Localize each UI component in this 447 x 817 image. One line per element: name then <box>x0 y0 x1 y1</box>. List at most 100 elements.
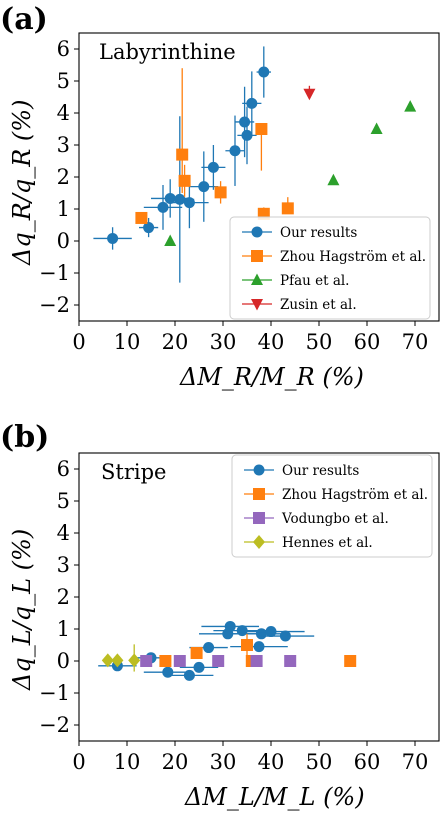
y-tick-label: 0 <box>57 649 70 673</box>
x-tick-label: 40 <box>258 750 285 774</box>
data-point <box>281 202 294 215</box>
data-point <box>173 655 186 667</box>
panel-a-annotation: Labyrinthine <box>99 40 236 64</box>
x-tick-label: 50 <box>306 330 333 354</box>
panel-b-legend: Our results Zhou Hagström et al. Vodungbo … <box>231 454 433 558</box>
data-point <box>101 653 114 668</box>
data-point <box>128 653 141 668</box>
legend-box <box>229 216 431 320</box>
panel-a-plot: 0 10 20 30 40 50 60 70 −2 −1 0 1 2 3 4 5 6 <box>39 32 440 354</box>
y-tick-label: 4 <box>57 521 70 545</box>
legend-box <box>231 454 433 558</box>
x-tick-label: 60 <box>354 750 381 774</box>
y-tick-label: 1 <box>57 197 70 221</box>
legend-label: Zhou Hagström et al. <box>282 487 428 503</box>
data-point <box>224 620 236 632</box>
panel-a-ylabel: Δq_R/q_R (%) <box>8 100 36 266</box>
data-point <box>164 192 176 204</box>
x-tick-label: 70 <box>402 750 429 774</box>
data-point <box>370 122 383 134</box>
data-point <box>239 116 251 128</box>
legend-marker <box>253 512 265 524</box>
data-point <box>107 232 119 244</box>
data-point <box>207 161 219 173</box>
y-tick-label: −1 <box>39 681 70 705</box>
data-point <box>229 145 241 157</box>
data-point <box>265 626 277 638</box>
data-point <box>279 630 291 642</box>
data-point <box>143 222 155 234</box>
data-point <box>246 97 258 109</box>
panel-a-legend: Our results Zhou Hagström et al. Pfau et a… <box>229 216 431 320</box>
x-tick-label: 70 <box>402 330 429 354</box>
data-point <box>404 100 417 112</box>
data-point <box>344 655 357 667</box>
legend-marker <box>253 488 265 500</box>
y-tick-label: −1 <box>39 261 70 285</box>
series-our-results <box>98 620 315 681</box>
legend-label: Our results <box>282 463 359 479</box>
data-point <box>241 129 253 141</box>
y-tick-label: 2 <box>57 585 70 609</box>
y-tick-label: 4 <box>57 101 70 125</box>
panel-b-label: (b) <box>0 420 49 455</box>
x-tick-label: 30 <box>210 750 237 774</box>
data-point <box>303 88 316 101</box>
data-point <box>250 655 263 667</box>
legend-marker <box>251 273 263 285</box>
y-tick-label: 1 <box>57 617 70 641</box>
data-point <box>140 655 153 667</box>
data-point <box>198 181 210 193</box>
x-tick-label: 50 <box>306 750 333 774</box>
y-tick-label: 2 <box>57 165 70 189</box>
series-zhou-hagstr-m-et-al- <box>135 68 294 224</box>
legend-marker <box>251 226 263 238</box>
series-hennes-et-al- <box>101 644 141 672</box>
data-point <box>255 628 267 640</box>
panel-b-annotation: Stripe <box>101 460 166 484</box>
data-point <box>176 148 189 161</box>
y-tick-label: 3 <box>57 553 70 577</box>
legend-label: Vodungbo et al. <box>281 511 389 527</box>
panel-b-ylabel: Δq_L/q_L (%) <box>8 529 36 691</box>
data-point <box>178 174 191 187</box>
data-point <box>253 641 265 653</box>
panel-a-xlabel-text: ΔM_R/M_R (%) <box>179 363 364 391</box>
data-point <box>327 173 340 186</box>
series-pfau-et-al- <box>164 100 417 246</box>
panel-b-xlabel: ΔM_L/M_L (%) <box>184 783 365 811</box>
data-point <box>258 66 270 78</box>
y-tick-label: 5 <box>57 489 70 513</box>
y-tick-label: 0 <box>57 229 70 253</box>
y-tick-label: 3 <box>57 133 70 157</box>
data-point <box>284 655 297 667</box>
legend-marker <box>253 464 265 476</box>
x-tick-label: 10 <box>114 330 141 354</box>
legend-marker <box>251 299 263 311</box>
data-point <box>164 234 177 246</box>
data-point <box>212 655 225 667</box>
panel-a: (a) Labyrinthine ΔM_R/M_R (%) Δq_R/q_R (… <box>0 2 440 391</box>
y-tick-label: −2 <box>39 293 70 317</box>
series-zusin-et-al- <box>303 85 316 101</box>
legend-label: Our results <box>280 225 357 241</box>
panel-a-label: (a) <box>0 2 48 37</box>
legend-label: Pfau et al. <box>280 273 349 289</box>
data-point <box>241 639 253 651</box>
y-tick-label: −2 <box>39 713 70 737</box>
panel-b-plot: 0 10 20 30 40 50 60 70 −2 −1 0 1 2 3 4 5 6 <box>39 452 440 774</box>
data-point <box>159 655 172 667</box>
legend-label: Hennes et al. <box>282 535 373 551</box>
data-point <box>190 647 203 659</box>
data-point <box>157 201 169 213</box>
panel-a-xlabel: ΔM_R/M_R (%) <box>179 363 364 391</box>
legend-marker <box>251 250 263 262</box>
data-point <box>255 123 268 135</box>
x-tick-label: 60 <box>354 330 381 354</box>
legend-marker <box>253 535 265 549</box>
x-tick-label: 20 <box>162 330 189 354</box>
x-tick-label: 30 <box>210 330 237 354</box>
x-tick-label: 0 <box>72 750 85 774</box>
data-point <box>183 669 195 681</box>
